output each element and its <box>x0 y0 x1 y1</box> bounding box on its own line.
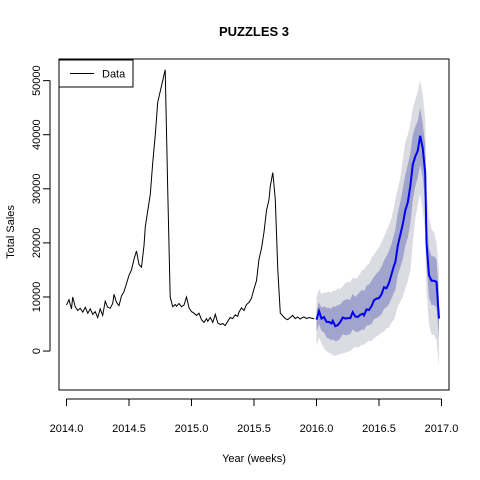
chart-title: PUZZLES 3 <box>219 24 289 39</box>
plot-border <box>58 58 450 391</box>
x-tick-label: 2015.5 <box>237 423 271 435</box>
y-tick-label: 50000 <box>31 65 43 96</box>
series-line-forecast <box>315 135 440 328</box>
prediction-intervals <box>316 80 439 368</box>
x-tick-label: 2016.5 <box>362 423 396 435</box>
y-axis: 0 10000 20000 30000 40000 50000 <box>31 65 51 354</box>
y-tick-label: 20000 <box>31 228 43 259</box>
x-tick-label: 2014.0 <box>50 423 84 435</box>
x-axis: 2014.0 2014.5 2015.0 2015.5 2016.0 2016.5 2017… <box>50 398 459 435</box>
legend: Data <box>58 59 134 88</box>
y-tick-label: 0 <box>31 348 43 354</box>
x-tick-label: 2014.5 <box>112 423 146 435</box>
x-axis-title: Year (weeks) <box>222 453 286 465</box>
x-tick-label: 2017.0 <box>425 423 459 435</box>
outer-interval-band <box>316 80 439 368</box>
y-tick-label: 10000 <box>31 282 43 313</box>
series-lines <box>66 69 440 328</box>
y-tick-label: 30000 <box>31 174 43 205</box>
y-tick-label: 40000 <box>31 119 43 150</box>
series-line-data <box>66 69 315 327</box>
inner-interval-band <box>316 107 439 342</box>
legend-label-data: Data <box>102 69 126 81</box>
x-tick-label: 2016.0 <box>300 423 334 435</box>
x-tick-label: 2015.0 <box>175 423 209 435</box>
y-axis-title: Total Sales <box>5 205 17 259</box>
